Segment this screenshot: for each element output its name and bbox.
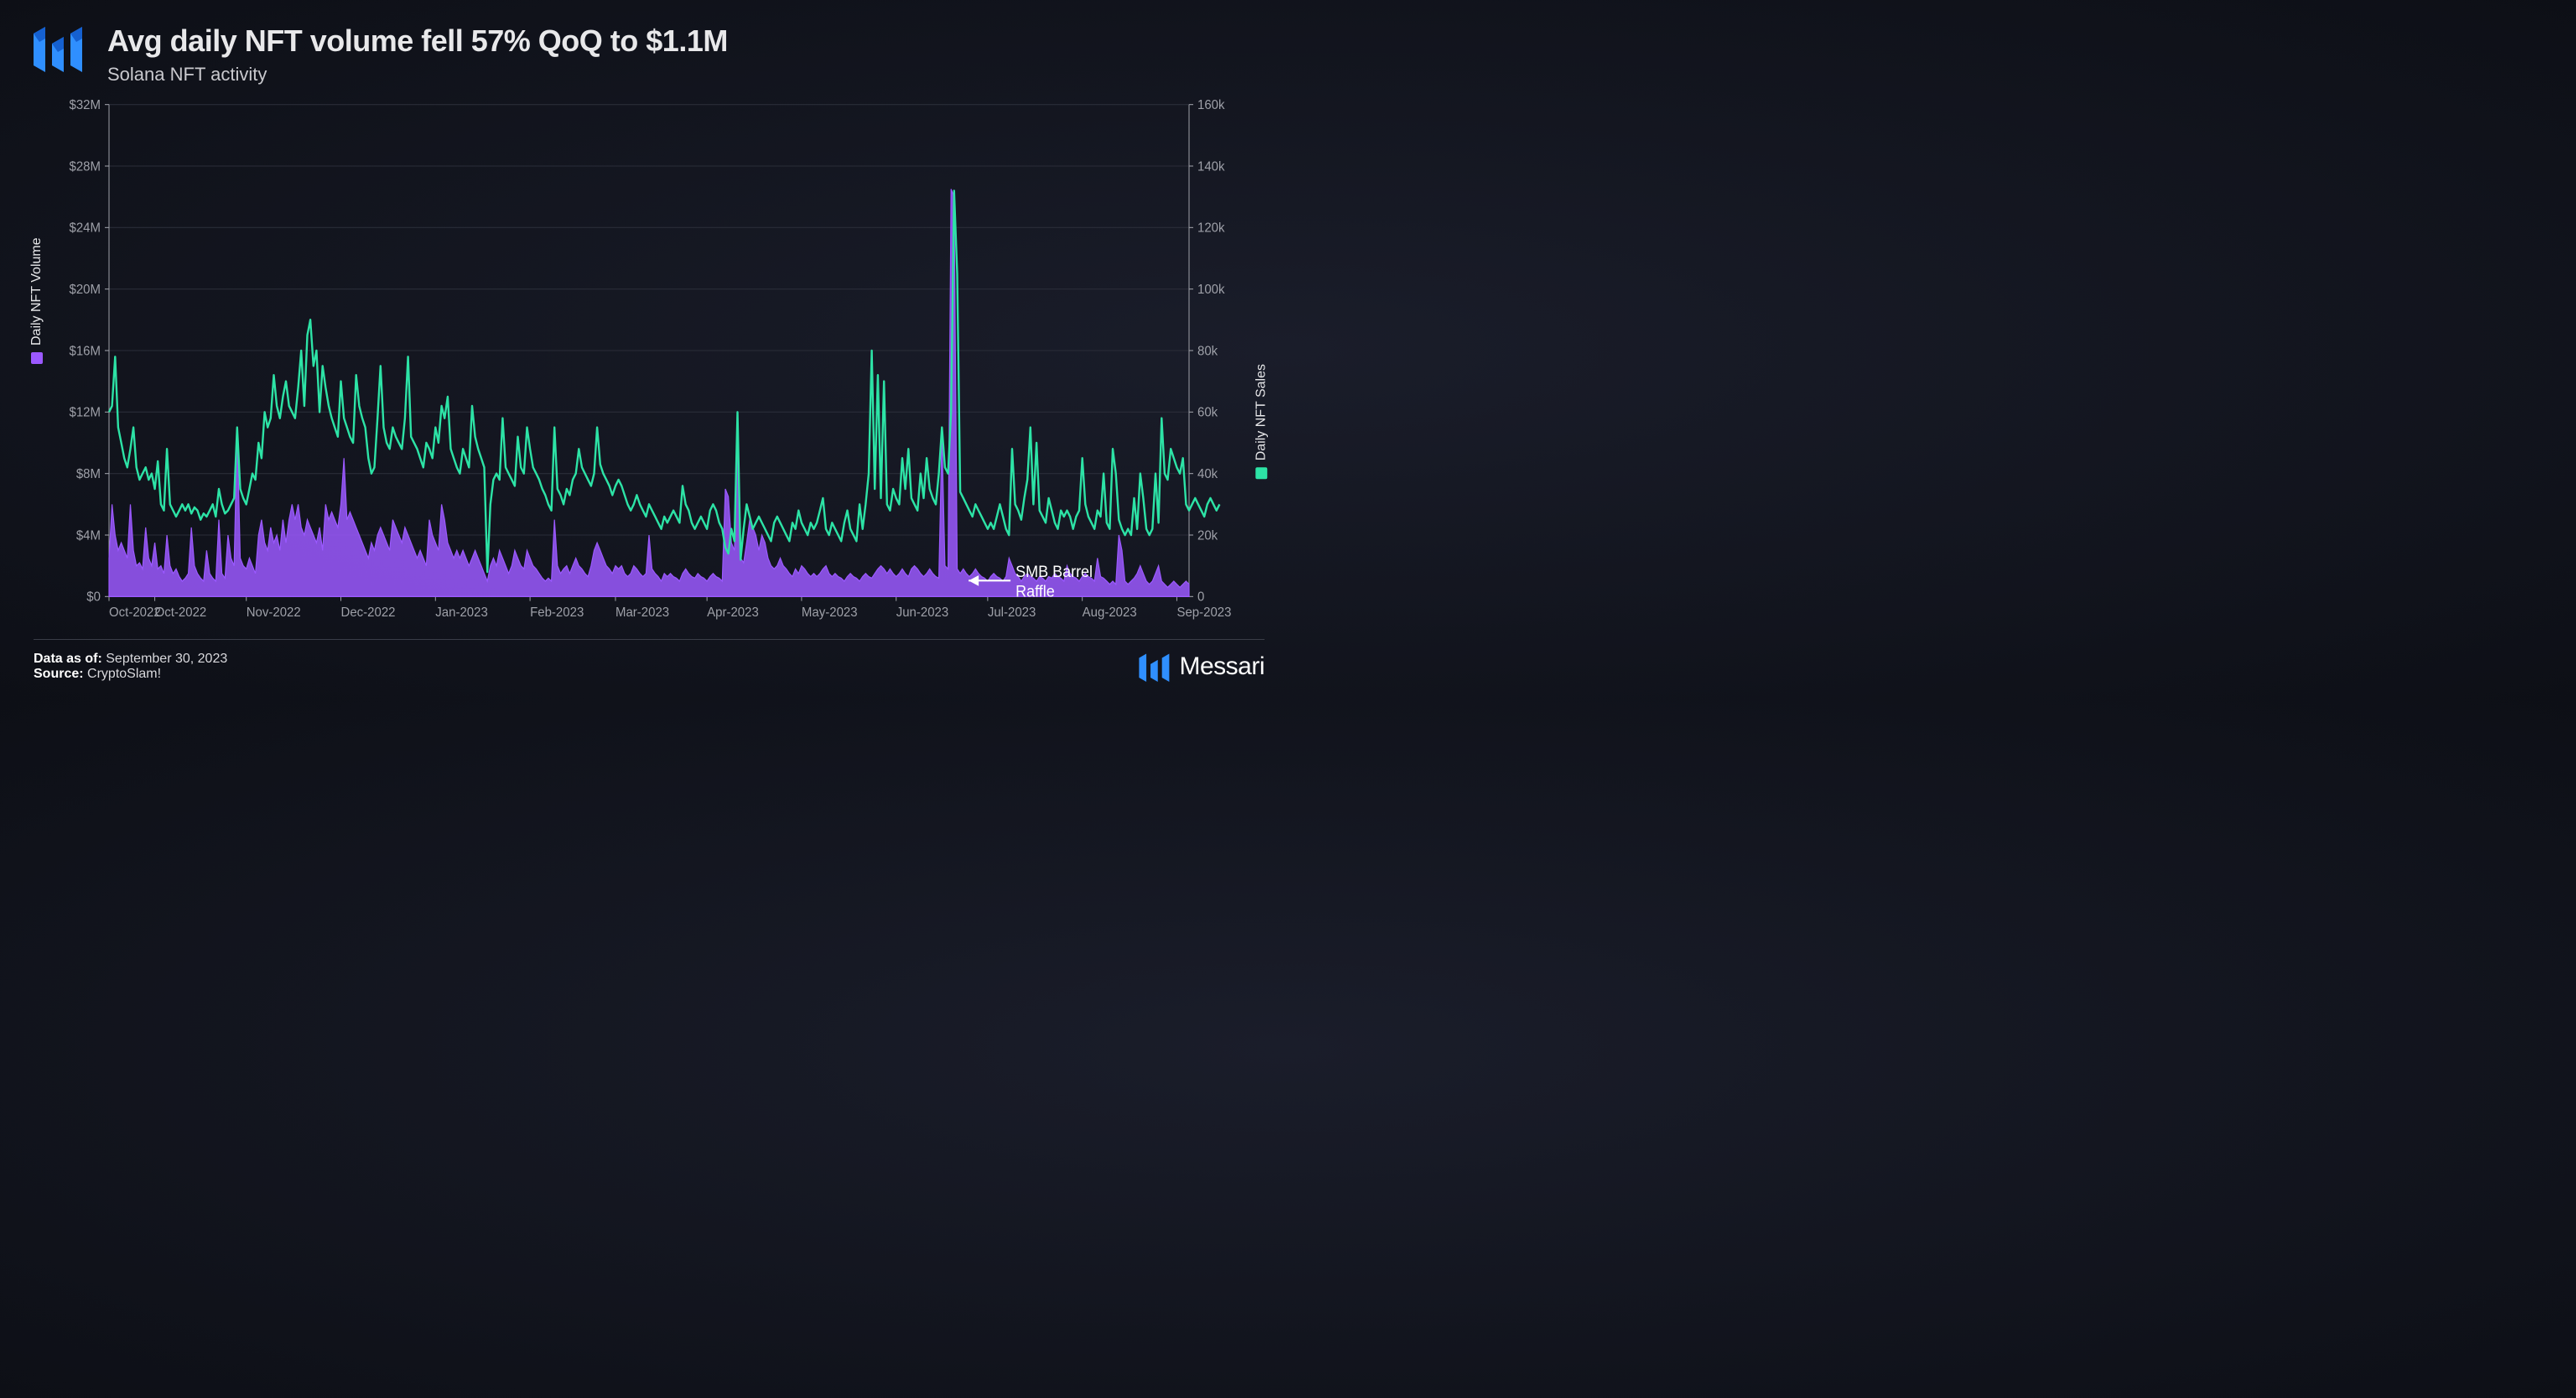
chart-subtitle: Solana NFT activity	[107, 64, 1265, 86]
svg-text:$0: $0	[86, 590, 101, 605]
chart-area: Daily NFT Volume Daily NFT Sales $0$4M$8…	[34, 96, 1265, 632]
chart-footer: Data as of: September 30, 2023 Source: C…	[34, 639, 1265, 682]
svg-text:20k: 20k	[1197, 528, 1218, 543]
svg-text:120k: 120k	[1197, 221, 1225, 236]
svg-text:SMB Barrel: SMB Barrel	[1015, 563, 1093, 581]
svg-text:$16M: $16M	[69, 344, 101, 359]
svg-text:$32M: $32M	[69, 98, 101, 113]
svg-text:0: 0	[1197, 590, 1205, 605]
svg-text:Feb-2023: Feb-2023	[530, 605, 584, 620]
svg-text:Aug-2023: Aug-2023	[1083, 605, 1137, 620]
svg-text:Sep-2023: Sep-2023	[1176, 605, 1231, 620]
svg-text:$4M: $4M	[76, 528, 101, 543]
svg-text:160k: 160k	[1197, 98, 1225, 113]
svg-text:Raffle: Raffle	[1015, 582, 1055, 600]
svg-text:Mar-2023: Mar-2023	[615, 605, 669, 620]
svg-text:Oct-2022: Oct-2022	[155, 605, 207, 620]
svg-text:$12M: $12M	[69, 405, 101, 420]
svg-text:Jan-2023: Jan-2023	[435, 605, 488, 620]
brand-name: Messari	[1179, 652, 1265, 681]
svg-text:Jun-2023: Jun-2023	[896, 605, 949, 620]
svg-text:60k: 60k	[1197, 405, 1218, 420]
chart-title: Avg daily NFT volume fell 57% QoQ to $1.…	[107, 23, 1265, 59]
svg-text:Oct-2022: Oct-2022	[109, 605, 161, 620]
svg-text:$8M: $8M	[76, 467, 101, 482]
svg-text:$24M: $24M	[69, 221, 101, 236]
svg-text:$20M: $20M	[69, 283, 101, 298]
y-left-axis-label: Daily NFT Volume	[29, 237, 44, 364]
svg-text:$28M: $28M	[69, 159, 101, 174]
messari-logo-icon	[34, 23, 84, 72]
svg-text:Nov-2022: Nov-2022	[247, 605, 301, 620]
svg-text:80k: 80k	[1197, 344, 1218, 359]
messari-footer-logo-icon	[1139, 652, 1171, 682]
svg-text:40k: 40k	[1197, 467, 1218, 482]
svg-text:May-2023: May-2023	[802, 605, 858, 620]
svg-text:Dec-2022: Dec-2022	[341, 605, 396, 620]
svg-text:Jul-2023: Jul-2023	[988, 605, 1036, 620]
svg-text:100k: 100k	[1197, 283, 1225, 298]
svg-text:Apr-2023: Apr-2023	[707, 605, 759, 620]
y-right-axis-label: Daily NFT Sales	[1254, 364, 1269, 479]
svg-text:140k: 140k	[1197, 159, 1225, 174]
